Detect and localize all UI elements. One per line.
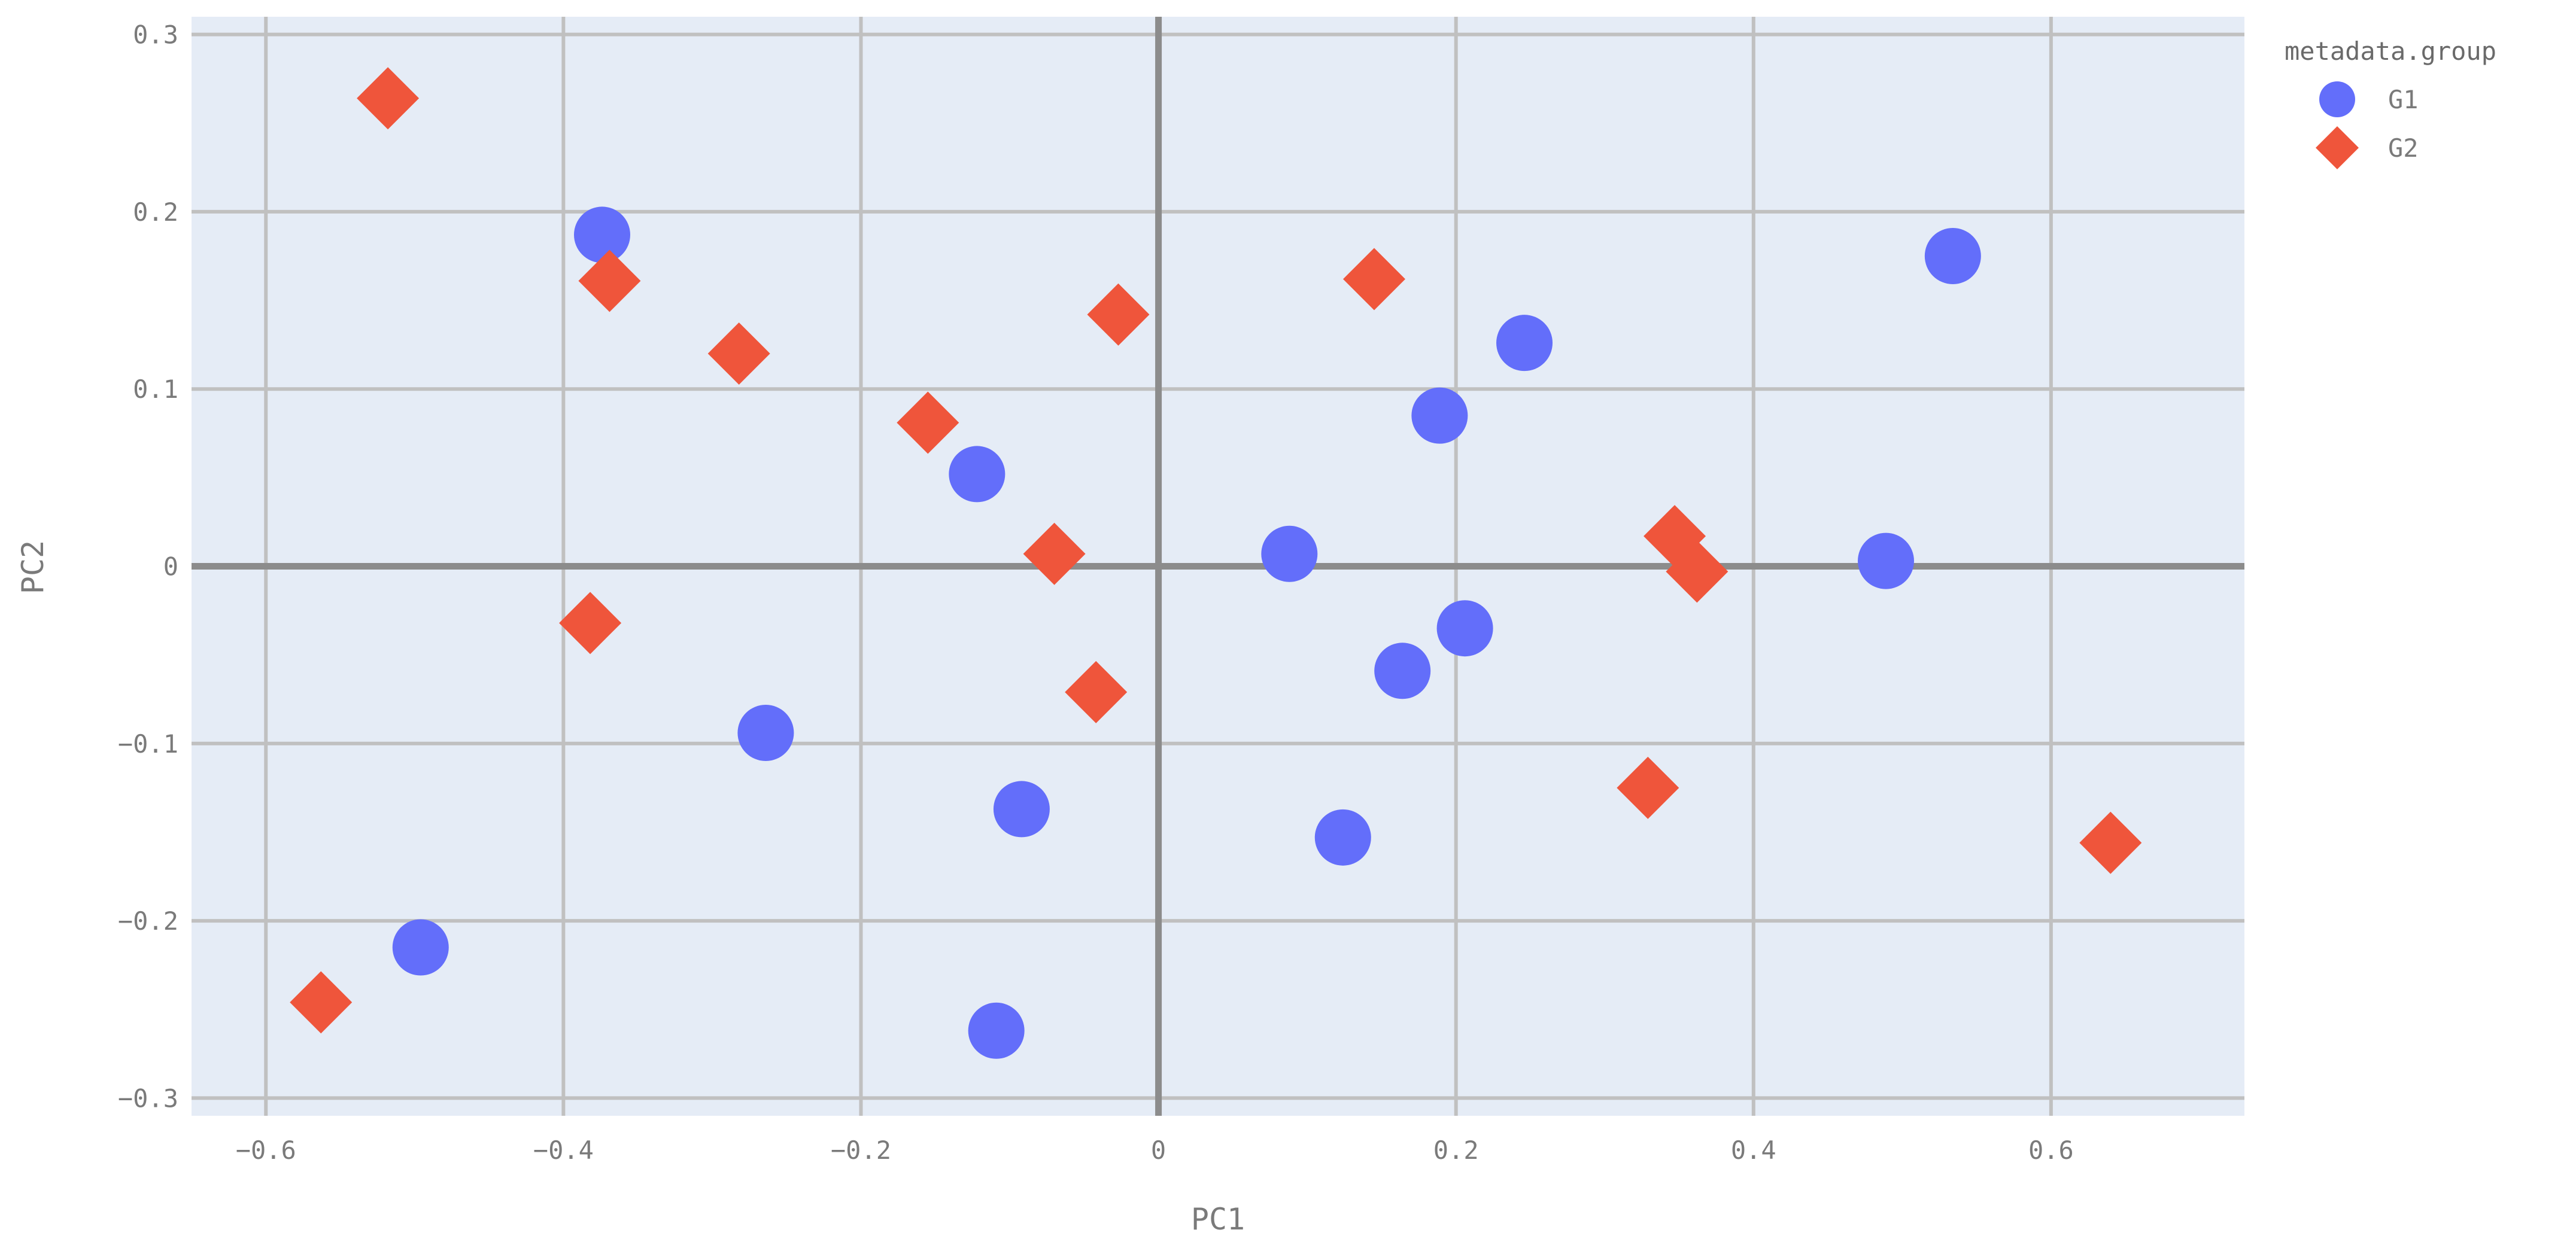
data-points xyxy=(290,67,2142,1059)
y-tick-label: 0.2 xyxy=(133,197,178,227)
x-tick-label: 0.4 xyxy=(1731,1136,1776,1165)
legend-label-g1: G1 xyxy=(2388,85,2419,114)
data-point-g1 xyxy=(737,705,794,762)
data-point-g2 xyxy=(1087,283,1150,346)
x-tick-label: 0.2 xyxy=(1433,1136,1479,1165)
data-point-g1 xyxy=(993,781,1050,838)
data-point-g2 xyxy=(1617,756,1679,819)
data-point-g1 xyxy=(392,919,449,976)
x-tick-label: 0 xyxy=(1151,1136,1166,1165)
y-tick-label: 0.3 xyxy=(133,20,178,50)
data-point-g2 xyxy=(897,391,959,454)
x-tick-label: 0.6 xyxy=(2028,1136,2074,1165)
legend: metadata.group G1 G2 xyxy=(2285,36,2496,169)
x-tick-label: −0.2 xyxy=(831,1136,891,1165)
data-point-g1 xyxy=(1496,315,1553,372)
y-tick-label: 0 xyxy=(163,552,178,582)
data-point-g1 xyxy=(574,206,630,263)
x-axis-title: PC1 xyxy=(1191,1202,1245,1237)
data-point-g1 xyxy=(949,446,1006,503)
y-axis-tick-labels: −0.3 −0.2 −0.1 0 0.1 0.2 0.3 xyxy=(118,20,178,1113)
data-point-g1 xyxy=(1411,387,1468,444)
data-point-g1 xyxy=(1314,809,1371,866)
data-point-g1 xyxy=(1436,600,1493,657)
data-point-g2 xyxy=(1023,522,1086,585)
legend-title: metadata.group xyxy=(2285,36,2496,66)
y-tick-label: −0.2 xyxy=(118,906,178,936)
y-tick-label: −0.1 xyxy=(118,729,178,759)
data-point-g2 xyxy=(1666,540,1729,603)
data-point-g2 xyxy=(357,67,420,130)
y-axis-title: PC2 xyxy=(16,540,50,594)
data-point-g2 xyxy=(559,592,622,655)
data-point-g1 xyxy=(1857,532,1914,589)
legend-marker-g2 xyxy=(2316,126,2359,169)
data-point-g2 xyxy=(290,971,353,1034)
x-tick-label: −0.4 xyxy=(533,1136,594,1165)
y-tick-label: 0.1 xyxy=(133,375,178,404)
legend-marker-g1 xyxy=(2319,81,2355,117)
data-point-g1 xyxy=(968,1002,1025,1059)
y-tick-label: −0.3 xyxy=(118,1083,178,1113)
data-point-g2 xyxy=(1342,248,1405,311)
data-point-g1 xyxy=(1261,525,1318,582)
data-point-g1 xyxy=(1924,227,1981,284)
data-point-g2 xyxy=(578,249,641,312)
x-tick-label: −0.6 xyxy=(236,1136,296,1165)
legend-label-g2: G2 xyxy=(2388,133,2419,163)
data-point-g2 xyxy=(2079,811,2142,874)
data-point-g1 xyxy=(1374,643,1431,699)
x-axis-tick-labels: −0.6 −0.4 −0.2 0 0.2 0.4 0.6 xyxy=(236,1136,2074,1165)
data-point-g2 xyxy=(707,322,770,385)
data-point-g2 xyxy=(1065,660,1128,723)
